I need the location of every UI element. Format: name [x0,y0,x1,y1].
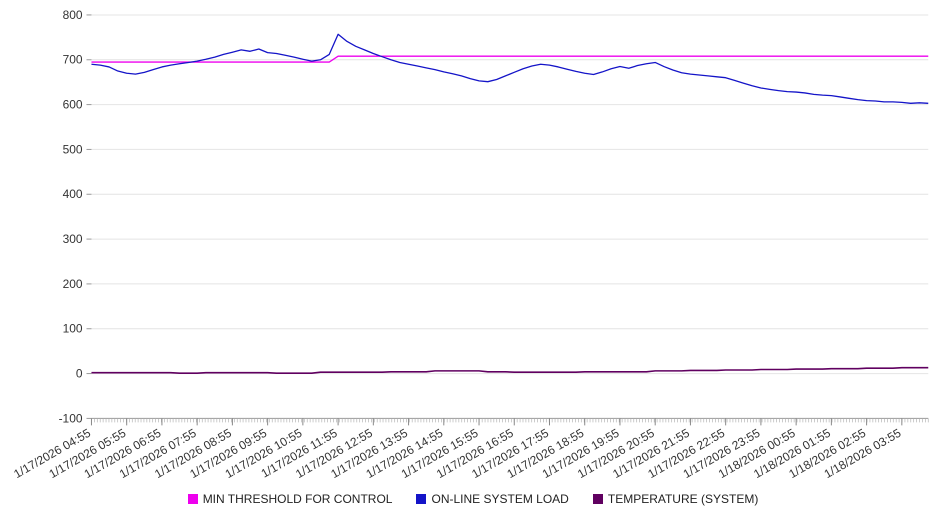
legend-label-temperature: TEMPERATURE (SYSTEM) [607,492,759,507]
legend-swatch-temperature-icon [592,494,603,505]
y-axis-label: 100 [63,322,83,336]
legend-item-temperature: TEMPERATURE (SYSTEM) [592,492,759,507]
y-axis-label: 400 [63,187,83,201]
series-line-0 [91,55,929,63]
legend-label-min-threshold: MIN THRESHOLD FOR CONTROL [202,492,393,507]
y-axis-label: 700 [63,53,83,67]
legend-swatch-min-threshold-icon [187,494,198,505]
y-axis-label: 500 [63,142,83,156]
legend-swatch-system-load-icon [416,494,427,505]
y-axis-label: 0 [76,367,83,381]
y-axis-label: -100 [59,411,83,425]
y-axis-label: 800 [63,8,83,22]
legend: MIN THRESHOLD FOR CONTROL ON-LINE SYSTEM… [0,490,946,526]
y-axis-label: 200 [63,277,83,291]
y-axis-label: 300 [63,232,83,246]
legend-item-system-load: ON-LINE SYSTEM LOAD [416,492,569,507]
series-line-2 [91,366,929,374]
legend-label-system-load: ON-LINE SYSTEM LOAD [431,492,569,507]
y-axis-label: 600 [63,98,83,112]
series-line-1 [91,33,929,104]
legend-item-min-threshold: MIN THRESHOLD FOR CONTROL [187,492,393,507]
